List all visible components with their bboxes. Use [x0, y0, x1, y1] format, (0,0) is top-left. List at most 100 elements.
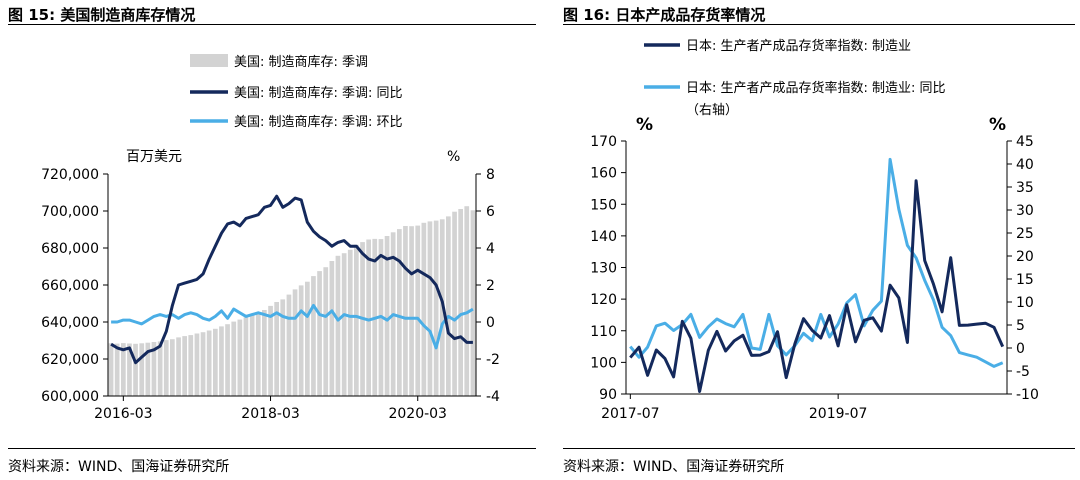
inventory-bar: [292, 289, 298, 396]
left-chart-title: 图 15: 美国制造商库存情况: [8, 6, 196, 24]
inventory-bar: [354, 244, 359, 396]
legend-label-right-axis-note: （右轴）: [686, 103, 738, 118]
legend-label-yoy: 美国: 制造商库存: 季调: 同比: [234, 85, 403, 101]
level-y-tick-label: 90: [599, 387, 617, 403]
inventory-bar: [163, 340, 169, 396]
left-top-rule: [8, 24, 536, 25]
inventory-bar: [157, 341, 163, 396]
inventory-bar: [415, 225, 421, 396]
right-legend: 日本: 生产者产成品存货率指数: 制造业 日本: 生产者产成品存货率指数: 制造…: [644, 38, 946, 118]
inventory-bar: [114, 343, 120, 396]
inventory-bar: [255, 312, 261, 397]
inventory-bar: [139, 343, 145, 396]
right-chart: 日本: 生产者产成品存货率指数: 制造业 日本: 生产者产成品存货率指数: 制造…: [590, 38, 1039, 422]
inventory-bar: [200, 332, 206, 396]
inventory-bar: [305, 281, 310, 396]
level-y-tick-label: 100: [590, 355, 617, 371]
inventory-bar: [286, 294, 292, 396]
left-chart-axes: 600,000 620,000 640,000 660,000 680,000 700,0…: [41, 167, 500, 422]
left-y-tick-label: 620,000: [41, 352, 99, 368]
inventory-bar: [329, 261, 335, 396]
left-y-tick-label: 720,000: [41, 167, 99, 183]
inventory-bar: [341, 253, 347, 396]
yoy-axis-unit: %: [989, 115, 1006, 135]
inventory-bar: [323, 267, 329, 396]
right-bottom-rule: [563, 448, 1075, 449]
left-axis-unit: 百万美元: [126, 149, 182, 165]
inventory-bar: [249, 315, 255, 396]
inventory-bar: [206, 330, 212, 396]
inventory-bar: [335, 255, 341, 396]
yoy-y-tick-label: 5: [1016, 318, 1025, 334]
left-legend: 美国: 制造商库存: 季调 美国: 制造商库存: 季调: 同比 美国: 制造商库…: [190, 54, 403, 130]
inventory-bar: [225, 324, 230, 396]
right-top-rule: [563, 24, 1075, 25]
yoy-line: [110, 194, 473, 365]
yoy-y-tick-label: 30: [1016, 203, 1034, 219]
left-source: 资料来源：WIND、国海证券研究所: [8, 459, 230, 475]
right-source: 资料来源：WIND、国海证券研究所: [563, 459, 785, 475]
inventory-bar: [280, 299, 286, 396]
inventory-bar: [464, 206, 470, 396]
right-chart-axes: 90 100 110 120 130 140 150 160 170 -10 -5 0 5 10 15 20 2…: [590, 134, 1039, 422]
inventory-bar: [274, 302, 279, 396]
yoy-y-tick-label: -10: [1016, 387, 1039, 403]
right-y-tick-label: 6: [486, 204, 495, 220]
inventory-bar: [446, 216, 451, 396]
right-y-tick-label: 8: [486, 167, 495, 183]
inventory-bar: [219, 326, 224, 396]
level-y-tick-label: 120: [590, 292, 617, 308]
x-tick-label: 2016-03: [94, 406, 153, 422]
legend-label-yoy-r: 日本: 生产者产成品存货率指数: 制造业: 同比: [686, 80, 946, 96]
inventory-bar: [403, 226, 408, 396]
inventory-bar: [127, 343, 132, 396]
level-y-tick-label: 110: [590, 324, 617, 340]
inventory-bar: [182, 336, 187, 396]
right-chart-title: 图 16: 日本产成品存货率情况: [563, 6, 766, 24]
legend-swatch-inventory: [190, 54, 228, 67]
yoy-y-tick-label: 40: [1016, 157, 1034, 173]
legend-label-inventory: 美国: 制造商库存: 季调: [234, 54, 368, 70]
inventory-bar: [188, 335, 194, 396]
level-axis-unit: %: [636, 115, 653, 135]
yoy-line-r: [629, 157, 1004, 368]
x-tick-label-r: 2017-07: [601, 406, 660, 422]
inventory-bar: [145, 342, 151, 396]
inventory-bar: [311, 276, 316, 396]
inventory-bar: [176, 337, 181, 396]
inventory-bar: [262, 310, 267, 396]
inventory-bar: [121, 343, 126, 396]
inventory-bars: [108, 206, 476, 397]
inventory-bar: [366, 239, 371, 396]
inventory-bar: [452, 211, 457, 396]
inventory-bar: [108, 343, 114, 396]
inventory-bar: [151, 342, 157, 396]
left-y-tick-label: 680,000: [41, 241, 99, 257]
level-y-tick-label: 170: [590, 134, 617, 150]
x-tick-label: 2018-03: [241, 406, 300, 422]
inventory-bar: [458, 209, 463, 396]
right-axis-unit: %: [447, 149, 460, 165]
legend-label-mom: 美国: 制造商库存: 季调: 环比: [234, 114, 403, 130]
inventory-bar: [317, 271, 322, 396]
legend-label-level: 日本: 生产者产成品存货率指数: 制造业: [686, 38, 911, 54]
level-y-tick-label: 150: [590, 197, 617, 213]
inventory-bar: [347, 249, 353, 396]
level-y-tick-label: 160: [590, 166, 617, 182]
left-y-tick-label: 660,000: [41, 278, 99, 294]
level-line: [629, 179, 1005, 393]
inventory-bar: [194, 333, 200, 396]
yoy-y-tick-label: 0: [1016, 341, 1025, 357]
inventory-bar: [298, 285, 304, 396]
left-chart: 美国: 制造商库存: 季调 美国: 制造商库存: 季调: 同比 美国: 制造商库…: [41, 54, 500, 422]
inventory-bar: [231, 321, 237, 396]
yoy-y-tick-label: 25: [1016, 226, 1034, 242]
inventory-bar: [421, 222, 427, 396]
inventory-bar: [170, 339, 175, 396]
inventory-bar: [427, 221, 433, 396]
yoy-y-tick-label: 10: [1016, 295, 1034, 311]
inventory-bar: [470, 210, 476, 396]
x-tick-label: 2020-03: [388, 406, 447, 422]
right-y-tick-label: -2: [486, 352, 500, 368]
left-y-tick-label: 640,000: [41, 315, 99, 331]
